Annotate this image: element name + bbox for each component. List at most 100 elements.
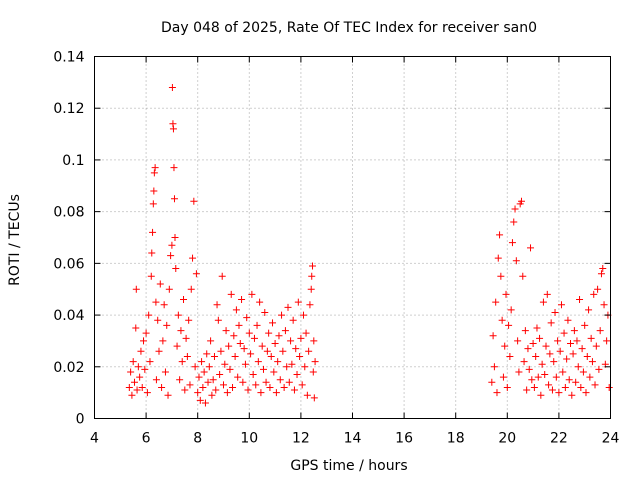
data-point	[214, 316, 222, 324]
data-point	[164, 391, 172, 399]
data-point	[527, 244, 535, 252]
data-point	[195, 373, 203, 381]
chart-title: Day 048 of 2025, Rate Of TEC Index for r…	[161, 20, 537, 36]
data-point	[227, 290, 235, 298]
data-point	[283, 363, 291, 371]
data-point	[152, 298, 160, 306]
data-point	[186, 381, 194, 389]
data-point	[201, 399, 209, 407]
data-point	[180, 296, 188, 304]
data-point	[494, 254, 502, 262]
data-point	[490, 363, 498, 371]
y-tick-label: 0.02	[53, 360, 84, 376]
data-point	[569, 350, 577, 358]
data-point	[508, 239, 516, 247]
data-point	[301, 363, 309, 371]
data-point	[132, 324, 140, 332]
x-tick-label: 8	[193, 431, 202, 447]
data-point	[259, 365, 267, 373]
data-point	[210, 352, 218, 360]
data-point	[171, 234, 179, 241]
data-point	[207, 337, 215, 345]
data-point	[266, 383, 274, 391]
data-point	[545, 381, 553, 389]
data-point	[547, 319, 555, 327]
data-point	[288, 360, 296, 368]
data-point	[603, 337, 611, 345]
data-point	[505, 321, 513, 329]
data-point	[573, 337, 581, 345]
data-point	[141, 365, 149, 373]
data-point	[243, 314, 251, 322]
data-point	[310, 337, 318, 345]
data-point	[181, 386, 189, 394]
data-point	[245, 329, 253, 337]
x-tick-label: 16	[395, 431, 413, 447]
data-point	[128, 391, 136, 399]
data-point	[182, 334, 190, 342]
data-point	[515, 368, 523, 376]
data-point	[539, 298, 547, 306]
data-point	[600, 301, 608, 309]
data-point	[307, 285, 315, 293]
data-point	[496, 231, 504, 239]
data-point	[590, 290, 598, 298]
data-point	[234, 373, 242, 381]
data-point	[538, 360, 546, 368]
data-point	[158, 383, 166, 391]
x-tick-label: 22	[550, 431, 568, 447]
x-tick-label: 12	[292, 431, 310, 447]
data-point	[232, 306, 240, 314]
data-point	[502, 290, 510, 298]
data-point	[220, 381, 227, 389]
data-point	[289, 316, 297, 324]
data-point	[561, 383, 569, 391]
data-point	[591, 381, 599, 389]
data-point	[596, 327, 604, 335]
data-point	[530, 383, 538, 391]
data-point	[597, 270, 605, 278]
data-point	[138, 383, 146, 391]
data-point	[299, 311, 307, 319]
data-point	[555, 389, 563, 397]
data-point	[565, 376, 573, 384]
data-point	[127, 368, 135, 376]
data-point	[572, 378, 580, 386]
x-axis-label: GPS time / hours	[290, 458, 407, 474]
data-point	[137, 347, 145, 355]
data-point	[154, 316, 162, 324]
data-point	[176, 376, 184, 384]
data-point	[503, 383, 511, 391]
data-point	[272, 389, 280, 397]
data-point	[221, 360, 229, 368]
data-point	[306, 301, 314, 309]
data-point	[276, 376, 284, 384]
data-point	[204, 378, 212, 386]
data-point	[552, 373, 560, 381]
data-point	[253, 321, 261, 329]
data-point	[267, 352, 275, 360]
data-point	[208, 391, 216, 399]
data-point	[212, 386, 220, 394]
data-point	[537, 391, 545, 399]
data-point	[235, 321, 243, 329]
data-point	[256, 298, 264, 306]
data-point	[165, 285, 173, 293]
x-tick-label: 14	[344, 431, 362, 447]
data-point	[152, 376, 160, 384]
data-point	[249, 371, 257, 379]
data-point	[247, 350, 255, 358]
data-point	[225, 342, 233, 350]
data-point	[252, 381, 260, 389]
data-point	[592, 342, 600, 350]
data-point	[241, 360, 249, 368]
data-point	[534, 373, 542, 381]
data-point	[213, 301, 221, 309]
data-point	[543, 290, 551, 298]
data-point	[136, 373, 144, 381]
data-point	[559, 368, 567, 376]
data-point	[524, 345, 532, 353]
data-points	[125, 84, 613, 407]
data-point	[488, 378, 496, 386]
data-point	[297, 334, 305, 342]
